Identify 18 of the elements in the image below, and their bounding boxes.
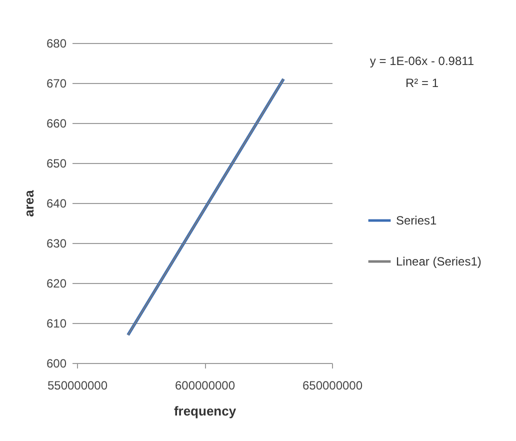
y-tick-label: 610: [46, 316, 67, 330]
y-axis-title: area: [21, 189, 36, 217]
x-tick-label: 600000000: [174, 378, 236, 392]
y-tick-label: 620: [46, 276, 67, 290]
x-tick-label: 650000000: [302, 378, 363, 392]
text: R² = 1: [405, 76, 439, 90]
legend-label: Linear (Series1): [396, 254, 482, 268]
y-tick-label: 670: [46, 76, 67, 90]
y-tick-label: 630: [46, 236, 67, 250]
y-tick-label: 680: [46, 36, 67, 50]
x-axis-title: frequency: [174, 404, 237, 418]
y-tick-label: 650: [46, 156, 67, 170]
y-tick-label: 600: [46, 356, 67, 370]
y-tick-label: 640: [46, 196, 67, 210]
y-tick-label: 660: [46, 116, 67, 130]
text: y = 1E-06x - 0.9811: [370, 54, 474, 68]
legend-label: Series1: [396, 214, 438, 228]
x-tick-label: 550000000: [47, 378, 108, 392]
